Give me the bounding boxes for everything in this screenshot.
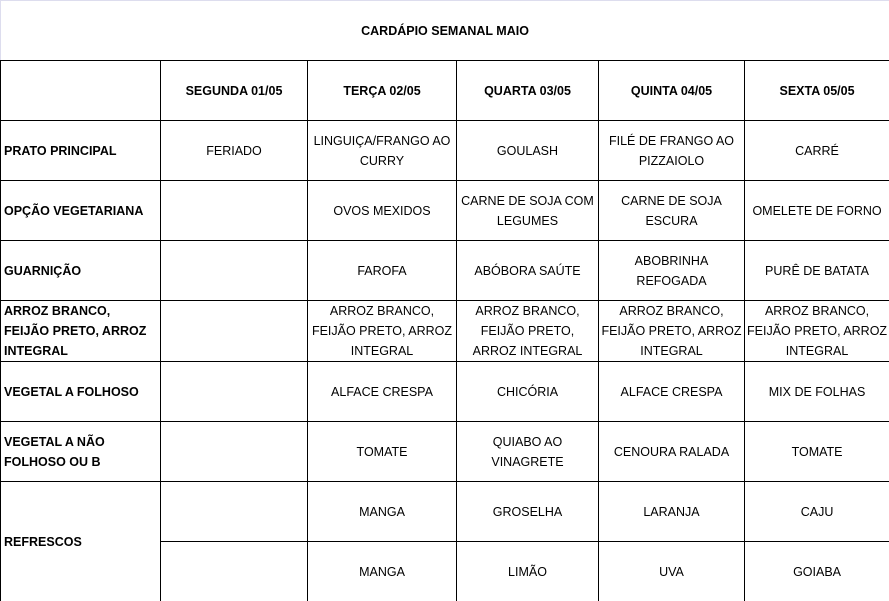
table-row: VEGETAL A NÃO FOLHOSO OU B TOMATE QUIABO A…	[0, 421, 889, 482]
menu-cell: MIX DE FOLHAS	[743, 361, 889, 422]
day-header: TERÇA 02/05	[307, 60, 457, 121]
table-title: CARDÁPIO SEMANAL MAIO	[0, 0, 889, 61]
table-row: ARROZ BRANCO, FEIJÃO PRETO, ARROZ INTEGR…	[0, 300, 889, 362]
menu-cell: UVA	[598, 541, 745, 601]
row-label: PRATO PRINCIPAL	[0, 120, 161, 181]
menu-cell	[160, 361, 308, 422]
menu-cell: CENOURA RALADA	[598, 421, 745, 482]
menu-cell: MANGA	[307, 481, 457, 542]
menu-cell: GOIABA	[743, 541, 889, 601]
menu-cell: ALFACE CRESPA	[307, 361, 457, 422]
menu-cell	[160, 481, 308, 542]
day-header: SEGUNDA 01/05	[160, 60, 308, 121]
menu-cell: OVOS MEXIDOS	[307, 180, 457, 241]
day-header: QUINTA 04/05	[598, 60, 745, 121]
corner-cell	[0, 60, 161, 121]
menu-cell: ARROZ BRANCO, FEIJÃO PRETO, ARROZ INTEGR…	[743, 300, 889, 362]
row-label: VEGETAL A NÃO FOLHOSO OU B	[0, 421, 161, 482]
header-row: SEGUNDA 01/05 TERÇA 02/05 QUARTA 03/05 Q…	[0, 60, 889, 121]
menu-cell: CARNE DE SOJA COM LEGUMES	[456, 180, 599, 241]
menu-cell: CARNE DE SOJA ESCURA	[598, 180, 745, 241]
row-label: OPÇÃO VEGETARIANA	[0, 180, 161, 241]
menu-cell	[160, 300, 308, 362]
menu-cell: FERIADO	[160, 120, 308, 181]
menu-cell: LINGUIÇA/FRANGO AO CURRY	[307, 120, 457, 181]
menu-cell	[160, 240, 308, 301]
menu-cell: LIMÃO	[456, 541, 599, 601]
row-label: REFRESCOS	[0, 481, 161, 601]
table-row: OPÇÃO VEGETARIANA OVOS MEXIDOS CARNE DE SO…	[0, 180, 889, 241]
menu-cell: TOMATE	[743, 421, 889, 482]
table-row: GUARNIÇÃO FAROFA ABÓBORA SAÚTE ABOBRINHA RE…	[0, 240, 889, 301]
table-row: PRATO PRINCIPAL FERIADO LINGUIÇA/FRANGO AO…	[0, 120, 889, 181]
menu-cell: ARROZ BRANCO, FEIJÃO PRETO, ARROZ INTEGR…	[307, 300, 457, 362]
menu-cell: ARROZ BRANCO, FEIJÃO PRETO, ARROZ INTEGR…	[456, 300, 599, 362]
menu-cell	[160, 541, 308, 601]
menu-cell: TOMATE	[307, 421, 457, 482]
menu-cell: FILÉ DE FRANGO AO PIZZAIOLO	[598, 120, 745, 181]
menu-cell: PURÊ DE BATATA	[743, 240, 889, 301]
menu-cell: ARROZ BRANCO, FEIJÃO PRETO, ARROZ INTEGR…	[598, 300, 745, 362]
menu-cell: CAJU	[743, 481, 889, 542]
menu-cell: MANGA	[307, 541, 457, 601]
menu-cell: GROSELHA	[456, 481, 599, 542]
menu-cell: FAROFA	[307, 240, 457, 301]
menu-cell: CARRÉ	[743, 120, 889, 181]
menu-cell	[160, 180, 308, 241]
menu-cell: QUIABO AO VINAGRETE	[456, 421, 599, 482]
table-row: REFRESCOS MANGA GROSELHA LARANJA CAJU	[0, 481, 889, 601]
row-label: GUARNIÇÃO	[0, 240, 161, 301]
day-header: SEXTA 05/05	[743, 60, 889, 121]
menu-cell	[160, 421, 308, 482]
menu-cell: CHICÓRIA	[456, 361, 599, 422]
menu-cell: LARANJA	[598, 481, 745, 542]
menu-cell: OMELETE DE FORNO	[743, 180, 889, 241]
row-label: ARROZ BRANCO, FEIJÃO PRETO, ARROZ INTEGR…	[0, 300, 161, 362]
row-label: VEGETAL A FOLHOSO	[0, 361, 161, 422]
menu-cell: GOULASH	[456, 120, 599, 181]
menu-cell: ABOBRINHA REFOGADA	[598, 240, 745, 301]
day-header: QUARTA 03/05	[456, 60, 599, 121]
menu-cell: ALFACE CRESPA	[598, 361, 745, 422]
table-row: VEGETAL A FOLHOSO ALFACE CRESPA CHICÓRIA AL…	[0, 361, 889, 422]
menu-cell: ABÓBORA SAÚTE	[456, 240, 599, 301]
